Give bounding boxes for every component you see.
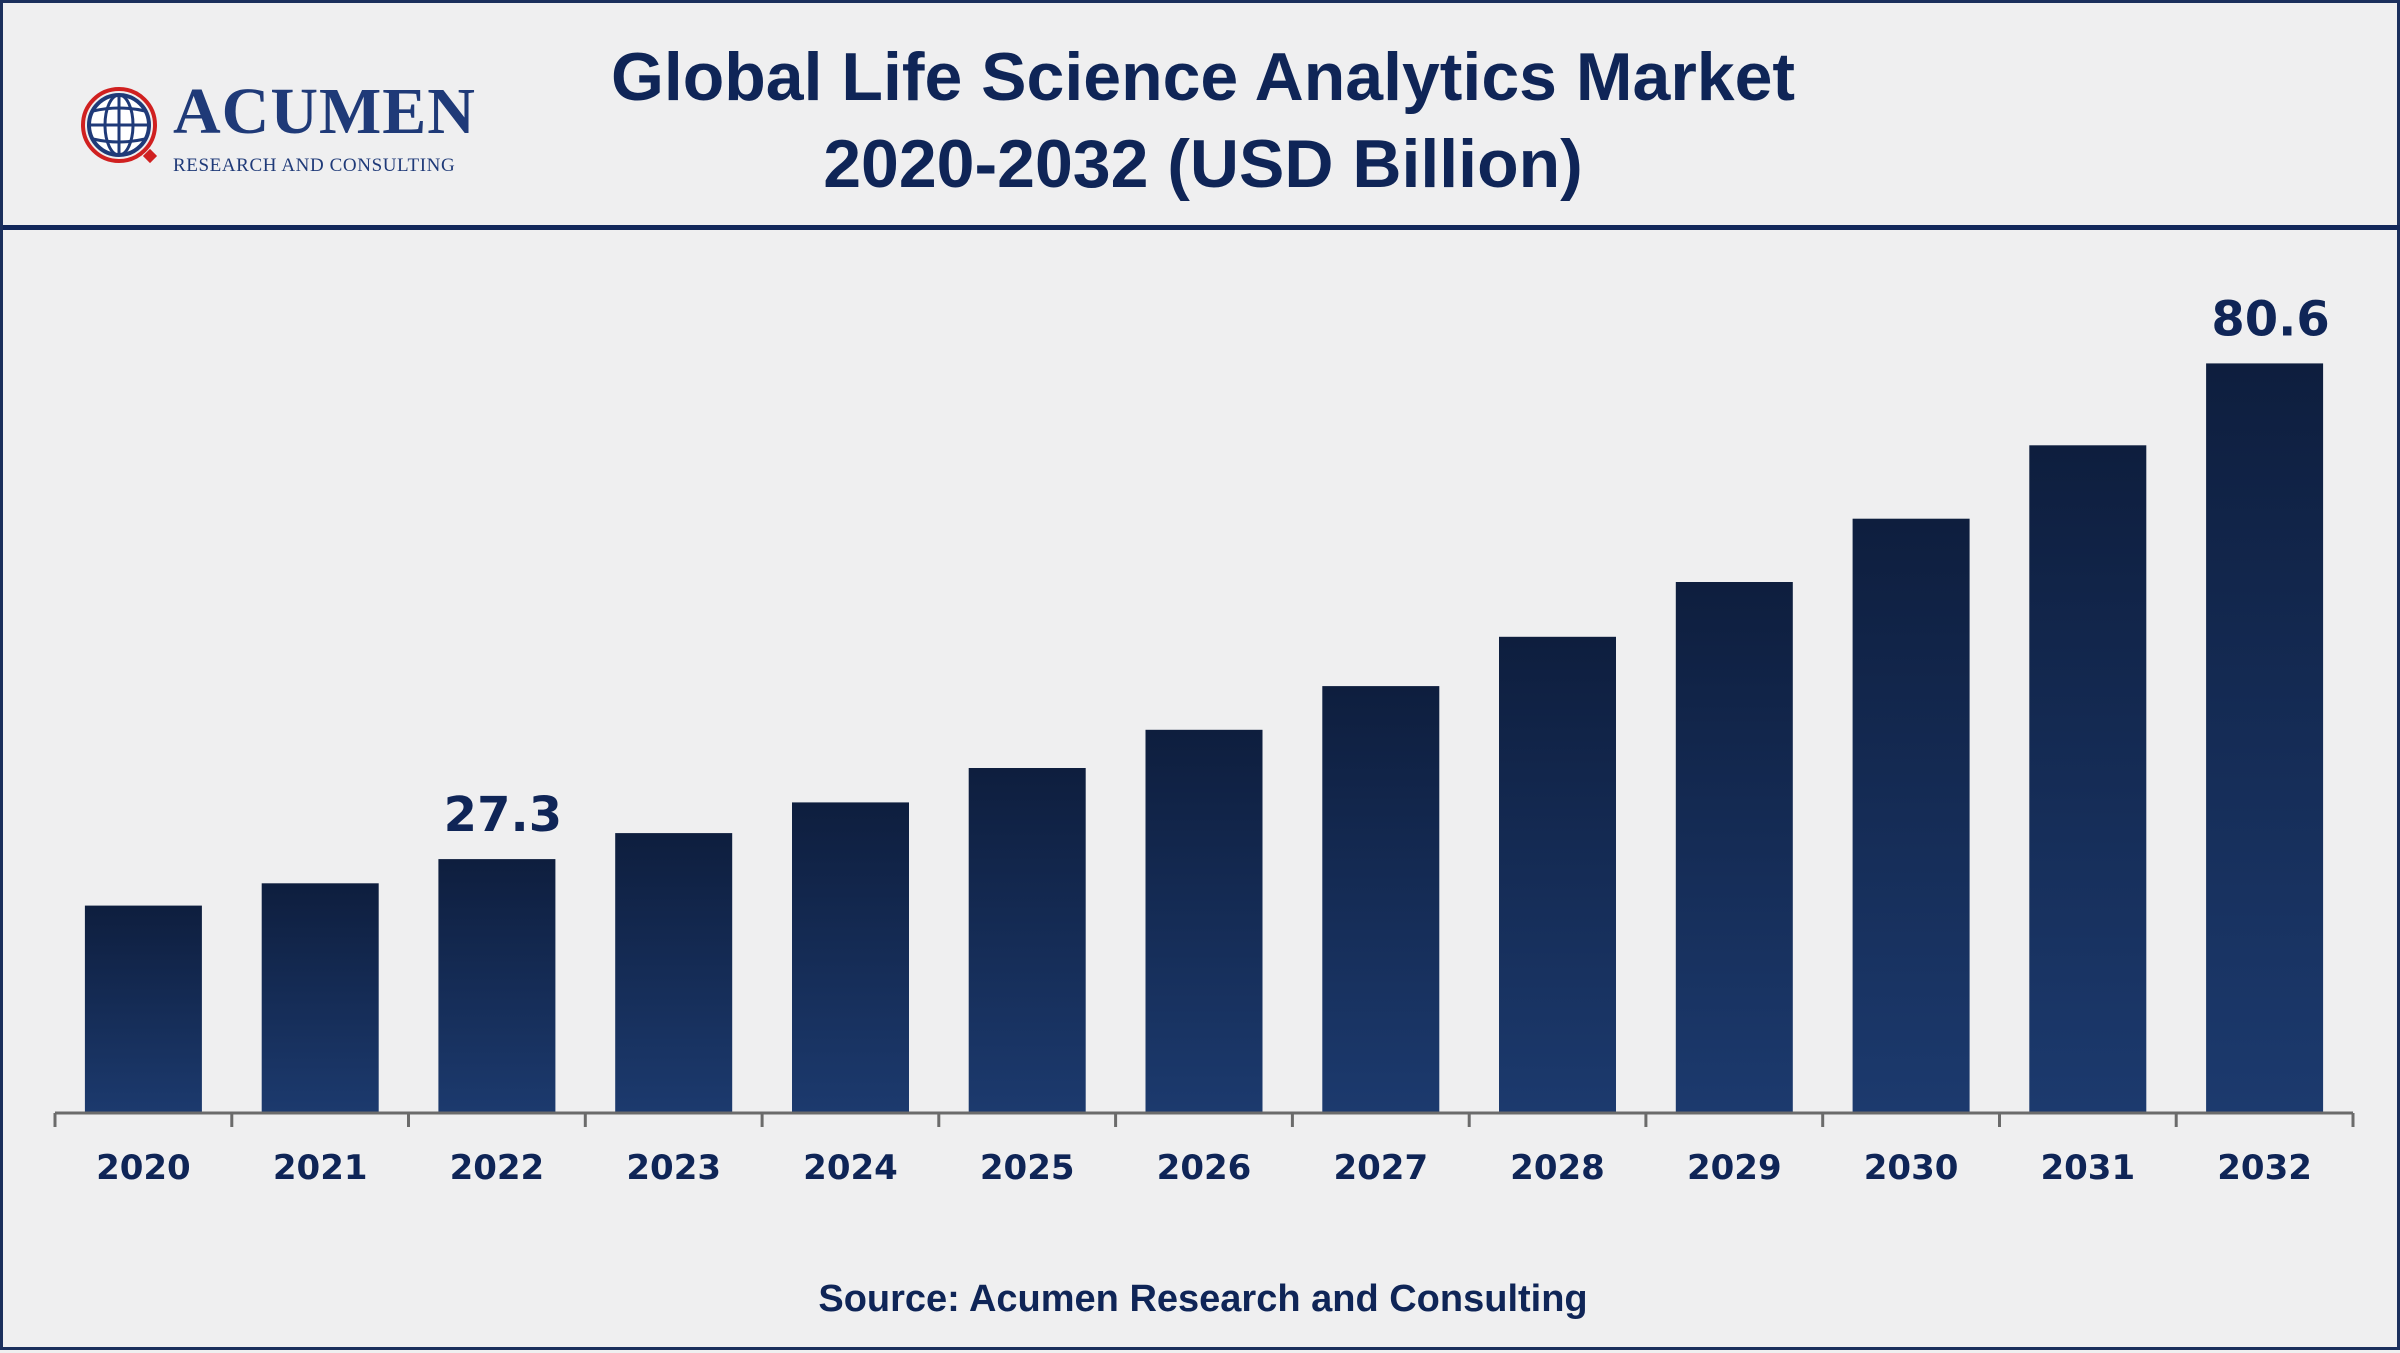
bar-2027 bbox=[1322, 686, 1440, 1113]
chart-title-line-1: Global Life Science Analytics Market bbox=[610, 39, 1796, 115]
data-labels: 27.3 80.6 bbox=[444, 291, 2330, 843]
bar-chart: 2020 2021 2022 2023 2024 2025 2026 2027 2028 2029… bbox=[53, 291, 2355, 1188]
bars-group bbox=[84, 363, 2324, 1113]
bar-2021 bbox=[261, 883, 379, 1113]
bar-2032 bbox=[2206, 363, 2324, 1113]
x-tick-label: 2025 bbox=[980, 1148, 1075, 1188]
bar-2023 bbox=[615, 833, 733, 1113]
header: ACUMEN RESEARCH AND CONSULTING Global Li… bbox=[3, 3, 2400, 225]
data-label-2032: 80.6 bbox=[2211, 291, 2329, 347]
logo-tagline: RESEARCH AND CONSULTING bbox=[173, 155, 456, 176]
x-tick-label: 2024 bbox=[803, 1148, 898, 1188]
x-tick-label: 2029 bbox=[1687, 1148, 1782, 1188]
bar-2026 bbox=[1145, 729, 1263, 1113]
x-tick-label: 2031 bbox=[2040, 1148, 2135, 1188]
x-tick-label: 2022 bbox=[450, 1148, 545, 1188]
bar-2028 bbox=[1499, 636, 1616, 1113]
x-tick-label: 2027 bbox=[1333, 1148, 1428, 1188]
x-tick-label: 2032 bbox=[2217, 1148, 2312, 1188]
header-divider bbox=[3, 225, 2400, 230]
bar-2020 bbox=[84, 905, 202, 1113]
x-tick-label: 2023 bbox=[626, 1148, 721, 1188]
x-axis bbox=[53, 1111, 2355, 1127]
chart-title-line-2: 2020-2032 (USD Billion) bbox=[823, 126, 1583, 202]
x-tick-label: 2021 bbox=[273, 1148, 368, 1188]
globe-icon bbox=[81, 87, 158, 164]
data-label-2022: 27.3 bbox=[444, 787, 562, 843]
bar-2024 bbox=[792, 802, 909, 1113]
bar-2022 bbox=[438, 859, 556, 1113]
bar-2030 bbox=[1852, 518, 1970, 1113]
x-tick-label: 2028 bbox=[1510, 1148, 1605, 1188]
x-tick-label: 2026 bbox=[1157, 1148, 1252, 1188]
bar-2025 bbox=[968, 768, 1086, 1113]
bar-2031 bbox=[2029, 445, 2147, 1113]
x-tick-label: 2030 bbox=[1864, 1148, 1959, 1188]
x-tick-label: 2020 bbox=[96, 1148, 191, 1188]
x-tick-labels: 2020 2021 2022 2023 2024 2025 2026 2027 2028 2029… bbox=[96, 1148, 2312, 1188]
bar-2029 bbox=[1675, 582, 1793, 1113]
source-note: Source: Acumen Research and Consulting bbox=[818, 1278, 1588, 1320]
logo-wordmark: ACUMEN bbox=[173, 75, 476, 148]
acumen-logo: ACUMEN RESEARCH AND CONSULTING bbox=[75, 75, 475, 185]
